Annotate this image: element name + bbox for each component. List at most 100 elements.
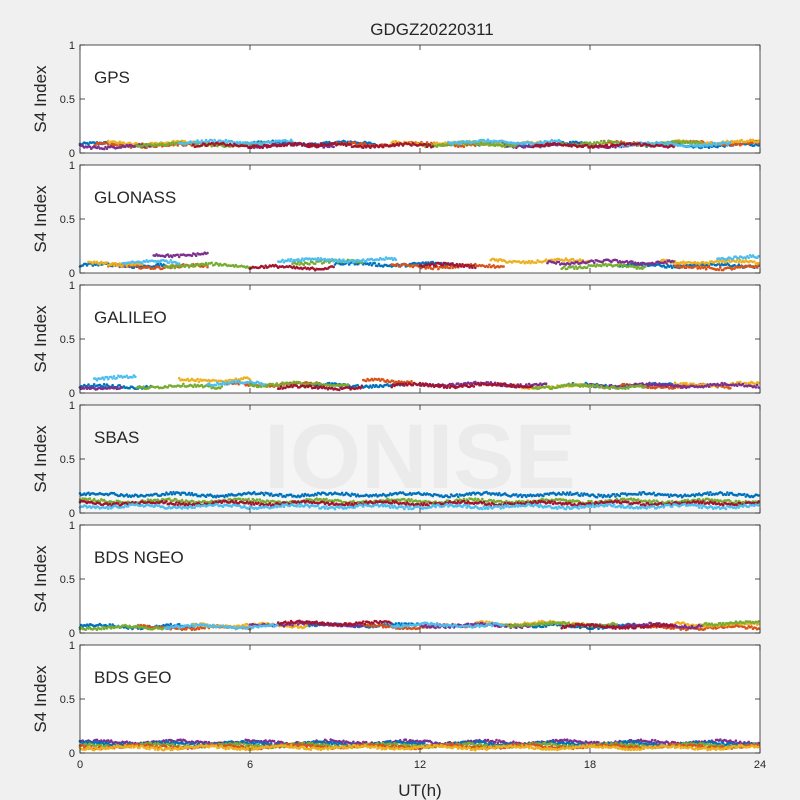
- data-point: [213, 144, 216, 147]
- data-point: [332, 265, 335, 269]
- data-point: [614, 146, 617, 149]
- data-point: [702, 144, 705, 148]
- data-point: [425, 145, 429, 148]
- y-tick-label: 0: [69, 388, 75, 400]
- data-point: [313, 262, 317, 266]
- data-point: [707, 146, 711, 149]
- data-point: [353, 141, 357, 145]
- data-point: [275, 382, 279, 385]
- data-point: [349, 143, 352, 146]
- data-point: [197, 380, 201, 384]
- data-point: [102, 378, 106, 381]
- data-point: [308, 145, 311, 149]
- data-point: [666, 493, 670, 496]
- data-point: [753, 144, 756, 147]
- data-point: [747, 256, 750, 260]
- data-point: [221, 380, 225, 384]
- data-point: [434, 264, 437, 267]
- data-point: [578, 494, 582, 498]
- data-point: [418, 381, 422, 385]
- data-point: [176, 253, 179, 257]
- y-axis-label: S4 Index: [31, 305, 50, 373]
- data-point: [346, 383, 350, 387]
- data-point: [757, 262, 760, 265]
- data-point: [706, 491, 709, 494]
- data-point: [224, 138, 228, 142]
- data-point: [757, 381, 760, 385]
- data-point: [237, 379, 240, 383]
- y-axis-label: S4 Index: [31, 65, 50, 133]
- data-point: [383, 258, 386, 262]
- data-point: [176, 144, 179, 147]
- data-point: [330, 257, 334, 261]
- data-point: [534, 261, 538, 265]
- data-point: [757, 139, 760, 142]
- data-point: [262, 493, 266, 497]
- data-point: [593, 261, 596, 265]
- data-point: [682, 139, 685, 143]
- data-point: [478, 143, 481, 147]
- data-point: [269, 492, 273, 496]
- data-point: [474, 144, 477, 148]
- data-point: [435, 141, 439, 145]
- data-point: [498, 491, 501, 495]
- data-point: [177, 262, 181, 266]
- data-point: [369, 261, 372, 265]
- data-point: [600, 493, 603, 497]
- data-point: [755, 266, 759, 269]
- data-point: [559, 139, 562, 143]
- data-point: [563, 265, 566, 268]
- data-point: [87, 383, 90, 386]
- data-point: [102, 147, 106, 151]
- data-point: [163, 493, 167, 497]
- data-point: [665, 262, 668, 265]
- data-point: [88, 145, 92, 149]
- data-point: [741, 382, 745, 386]
- data-point: [447, 384, 450, 387]
- data-point: [107, 139, 110, 143]
- data-point: [704, 267, 708, 271]
- data-point: [396, 262, 399, 266]
- data-point: [360, 385, 364, 388]
- data-point: [114, 261, 117, 265]
- y-axis-label: S4 Index: [31, 185, 50, 253]
- data-point: [260, 385, 263, 389]
- data-point: [755, 383, 759, 387]
- data-points: [78, 138, 760, 151]
- data-point: [757, 494, 760, 497]
- data-point: [652, 491, 656, 495]
- data-point: [88, 497, 92, 500]
- data-point: [308, 262, 311, 266]
- data-point: [644, 265, 647, 268]
- data-point: [220, 383, 223, 386]
- data-point: [729, 140, 732, 144]
- y-tick-label: 0.5: [60, 214, 75, 226]
- data-point: [595, 495, 599, 499]
- axes-background: [80, 45, 760, 153]
- data-point: [573, 267, 576, 271]
- data-points: [78, 490, 760, 511]
- data-point: [255, 498, 259, 501]
- data-point: [515, 493, 518, 496]
- data-point: [347, 140, 351, 144]
- data-point: [530, 385, 534, 388]
- data-point: [196, 377, 199, 381]
- data-point: [394, 139, 398, 143]
- panel-name-label: GLONASS: [94, 188, 176, 207]
- data-point: [192, 143, 195, 146]
- data-point: [676, 266, 680, 269]
- data-point: [695, 265, 698, 268]
- data-point: [289, 257, 293, 261]
- data-point: [111, 261, 114, 265]
- data-point: [709, 491, 712, 494]
- data-point: [363, 142, 367, 145]
- data-point: [547, 385, 551, 388]
- axes-background: [80, 285, 760, 393]
- data-point: [519, 493, 522, 497]
- data-point: [112, 375, 116, 378]
- data-point: [441, 263, 445, 267]
- data-point: [710, 144, 714, 147]
- data-point: [757, 144, 760, 147]
